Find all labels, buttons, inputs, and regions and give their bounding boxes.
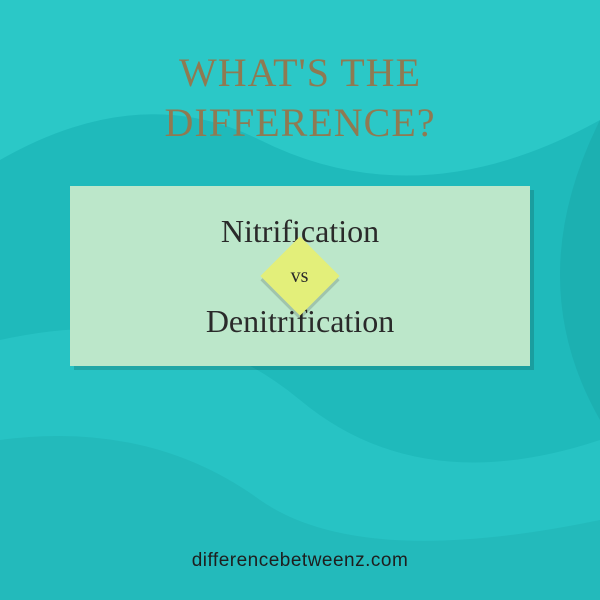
footer-credit: differencebetweenz.com <box>0 550 600 572</box>
vs-label: vs <box>291 264 309 287</box>
comparison-group: Nitrification vs Denitrification <box>50 186 550 366</box>
infographic-container: WHAT'S THE DIFFERENCE? Nitrification vs … <box>0 0 600 600</box>
page-title: WHAT'S THE DIFFERENCE? <box>50 48 550 148</box>
